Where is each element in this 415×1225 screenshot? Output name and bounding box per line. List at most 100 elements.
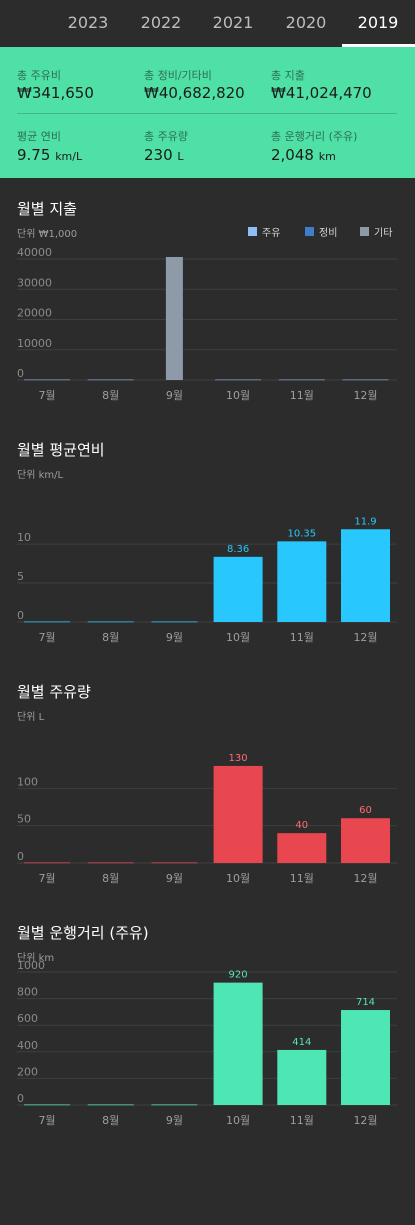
- monthly-distance-section: 월별 운행거리 (주유) 단위 km 0 200 400 600 800 1000 7월 8월…: [0, 922, 415, 1137]
- y-tick-label: 10000: [17, 337, 52, 350]
- monthly-volume-chart: 0 50 100 7월 8월 9월 10월 130 11월 40 12월 60: [17, 753, 397, 885]
- monthly-distance-title: 월별 운행거리 (주유): [17, 924, 149, 942]
- legend-maintenance: 정비: [305, 224, 337, 239]
- bar-value-label: 10.35: [287, 528, 316, 539]
- y-tick-label: 30000: [17, 276, 52, 289]
- year-tab-bar: 2023 2022 2021 2020 2019: [0, 0, 415, 47]
- total-volume-value: 230 L: [144, 146, 184, 164]
- y-tick-label: 20000: [17, 307, 52, 320]
- y-tick-label: 100: [17, 775, 38, 788]
- total-maint-value: ₩40,682,820: [144, 84, 245, 102]
- total-fuel-label: 총 주유비: [17, 69, 61, 82]
- y-tick-label: 0: [17, 367, 24, 380]
- legend-fuel-swatch: [248, 227, 257, 236]
- bar: [277, 833, 327, 863]
- legend-other-swatch: [360, 227, 369, 236]
- y-tick-label: 400: [17, 1039, 38, 1052]
- bar-zero: [24, 1104, 70, 1106]
- x-tick-label: 12월: [353, 872, 377, 885]
- bar: [213, 556, 263, 622]
- y-tick-label: 0: [17, 850, 24, 863]
- monthly-efficiency-section: 월별 평균연비 단위 km/L 0 5 10 7월 8월 9월 10월 8.36 11월 10.3…: [0, 439, 415, 654]
- avg-efficiency-value: 9.75 km/L: [17, 146, 83, 164]
- tab-2021[interactable]: 2021: [212, 13, 254, 32]
- bar-value-label: 130: [229, 753, 248, 764]
- x-tick-label: 8월: [102, 872, 119, 885]
- bar: [341, 1010, 390, 1105]
- x-tick-label: 9월: [166, 1114, 183, 1127]
- monthly-volume-unit: 단위 L: [17, 712, 45, 723]
- monthly-volume-title: 월별 주유량: [17, 683, 91, 701]
- x-tick-label: 9월: [166, 631, 183, 644]
- legend-other: 기타: [360, 224, 392, 239]
- bar-zero: [24, 379, 70, 381]
- x-tick-label: 11월: [290, 872, 314, 885]
- x-tick-label: 12월: [353, 631, 377, 644]
- x-tick-label: 10월: [226, 872, 250, 885]
- y-tick-label: 0: [17, 1092, 24, 1105]
- monthly-spending-section: 월별 지출 단위 ₩1,000 주유 정비 기타 0 10000 20000 3000…: [0, 198, 415, 413]
- y-tick-label: 10: [17, 531, 31, 544]
- bar: [213, 982, 263, 1105]
- y-tick-label: 40000: [17, 246, 52, 259]
- x-tick-label: 10월: [226, 1114, 250, 1127]
- legend-fuel: 주유: [248, 224, 280, 239]
- x-tick-label: 7월: [38, 389, 55, 402]
- x-tick-label: 12월: [353, 389, 377, 402]
- bar: [277, 1049, 327, 1105]
- tab-2023[interactable]: 2023: [67, 13, 109, 32]
- total-maint-label: 총 정비/기타비: [144, 69, 212, 82]
- y-tick-label: 800: [17, 986, 38, 999]
- monthly-efficiency-title: 월별 평균연비: [17, 441, 105, 459]
- summary-panel: 총 주유비 ₩341,650 총 정비/기타비 ₩40,682,820 총 지출…: [0, 47, 415, 178]
- x-tick-label: 8월: [102, 1114, 119, 1127]
- bar-zero: [151, 1104, 198, 1106]
- y-tick-label: 200: [17, 1065, 38, 1078]
- tab-2022[interactable]: 2022: [140, 13, 182, 32]
- y-tick-label: 1000: [17, 959, 45, 972]
- bar: [341, 818, 390, 863]
- total-spend-label: 총 지출: [271, 69, 305, 82]
- bar-zero: [278, 379, 325, 381]
- x-tick-label: 7월: [38, 872, 55, 885]
- summary-divider: [17, 113, 397, 114]
- bar-zero: [151, 621, 198, 623]
- total-fuel-value: ₩341,650: [17, 84, 94, 102]
- x-tick-label: 10월: [226, 631, 250, 644]
- monthly-spending-title: 월별 지출: [17, 200, 77, 218]
- x-tick-label: 12월: [353, 1114, 377, 1127]
- bar-value-label: 11.9: [354, 516, 376, 527]
- tab-2020[interactable]: 2020: [285, 13, 327, 32]
- active-tab-indicator: [342, 44, 415, 47]
- total-distance-label: 총 운행거리 (주유): [271, 130, 358, 143]
- bar-value-label: 8.36: [227, 544, 249, 555]
- total-volume-label: 총 주유량: [144, 130, 188, 143]
- bar-value-label: 414: [292, 1037, 311, 1048]
- monthly-spending-chart: 0 10000 20000 30000 40000 7월 8월 9월 10월 11월 12월: [17, 246, 397, 402]
- x-tick-label: 7월: [38, 631, 55, 644]
- bar-zero: [87, 621, 134, 623]
- y-tick-label: 5: [17, 570, 24, 583]
- total-spend-value: ₩41,024,470: [271, 84, 372, 102]
- x-tick-label: 9월: [166, 389, 183, 402]
- bar-zero: [87, 862, 134, 864]
- x-tick-label: 9월: [166, 872, 183, 885]
- monthly-spending-unit: 단위 ₩1,000: [17, 229, 78, 240]
- monthly-efficiency-unit: 단위 km/L: [17, 470, 64, 481]
- bar: [341, 529, 390, 622]
- bar-value-label: 40: [295, 820, 308, 831]
- bar-zero: [215, 379, 262, 381]
- y-tick-label: 600: [17, 1012, 38, 1025]
- bar-value-label: 714: [356, 997, 375, 1008]
- tab-2019[interactable]: 2019: [357, 13, 399, 32]
- y-tick-label: 0: [17, 609, 24, 622]
- x-tick-label: 8월: [102, 389, 119, 402]
- y-tick-label: 50: [17, 813, 31, 826]
- x-tick-label: 11월: [290, 1114, 314, 1127]
- x-tick-label: 8월: [102, 631, 119, 644]
- monthly-distance-chart: 0 200 400 600 800 1000 7월 8월 9월 10월 920 11월 414 12월 71…: [17, 959, 397, 1127]
- bar-zero: [87, 379, 134, 381]
- bar-other: [165, 256, 183, 380]
- bar: [213, 765, 263, 863]
- x-tick-label: 10월: [226, 389, 250, 402]
